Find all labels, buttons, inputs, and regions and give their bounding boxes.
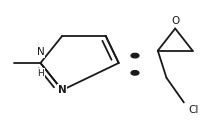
Text: Cl: Cl (188, 105, 199, 115)
Text: H: H (37, 69, 44, 78)
Text: N: N (58, 85, 67, 95)
Text: N: N (37, 47, 44, 57)
Circle shape (131, 53, 139, 58)
Circle shape (131, 71, 139, 75)
Text: O: O (171, 16, 179, 26)
